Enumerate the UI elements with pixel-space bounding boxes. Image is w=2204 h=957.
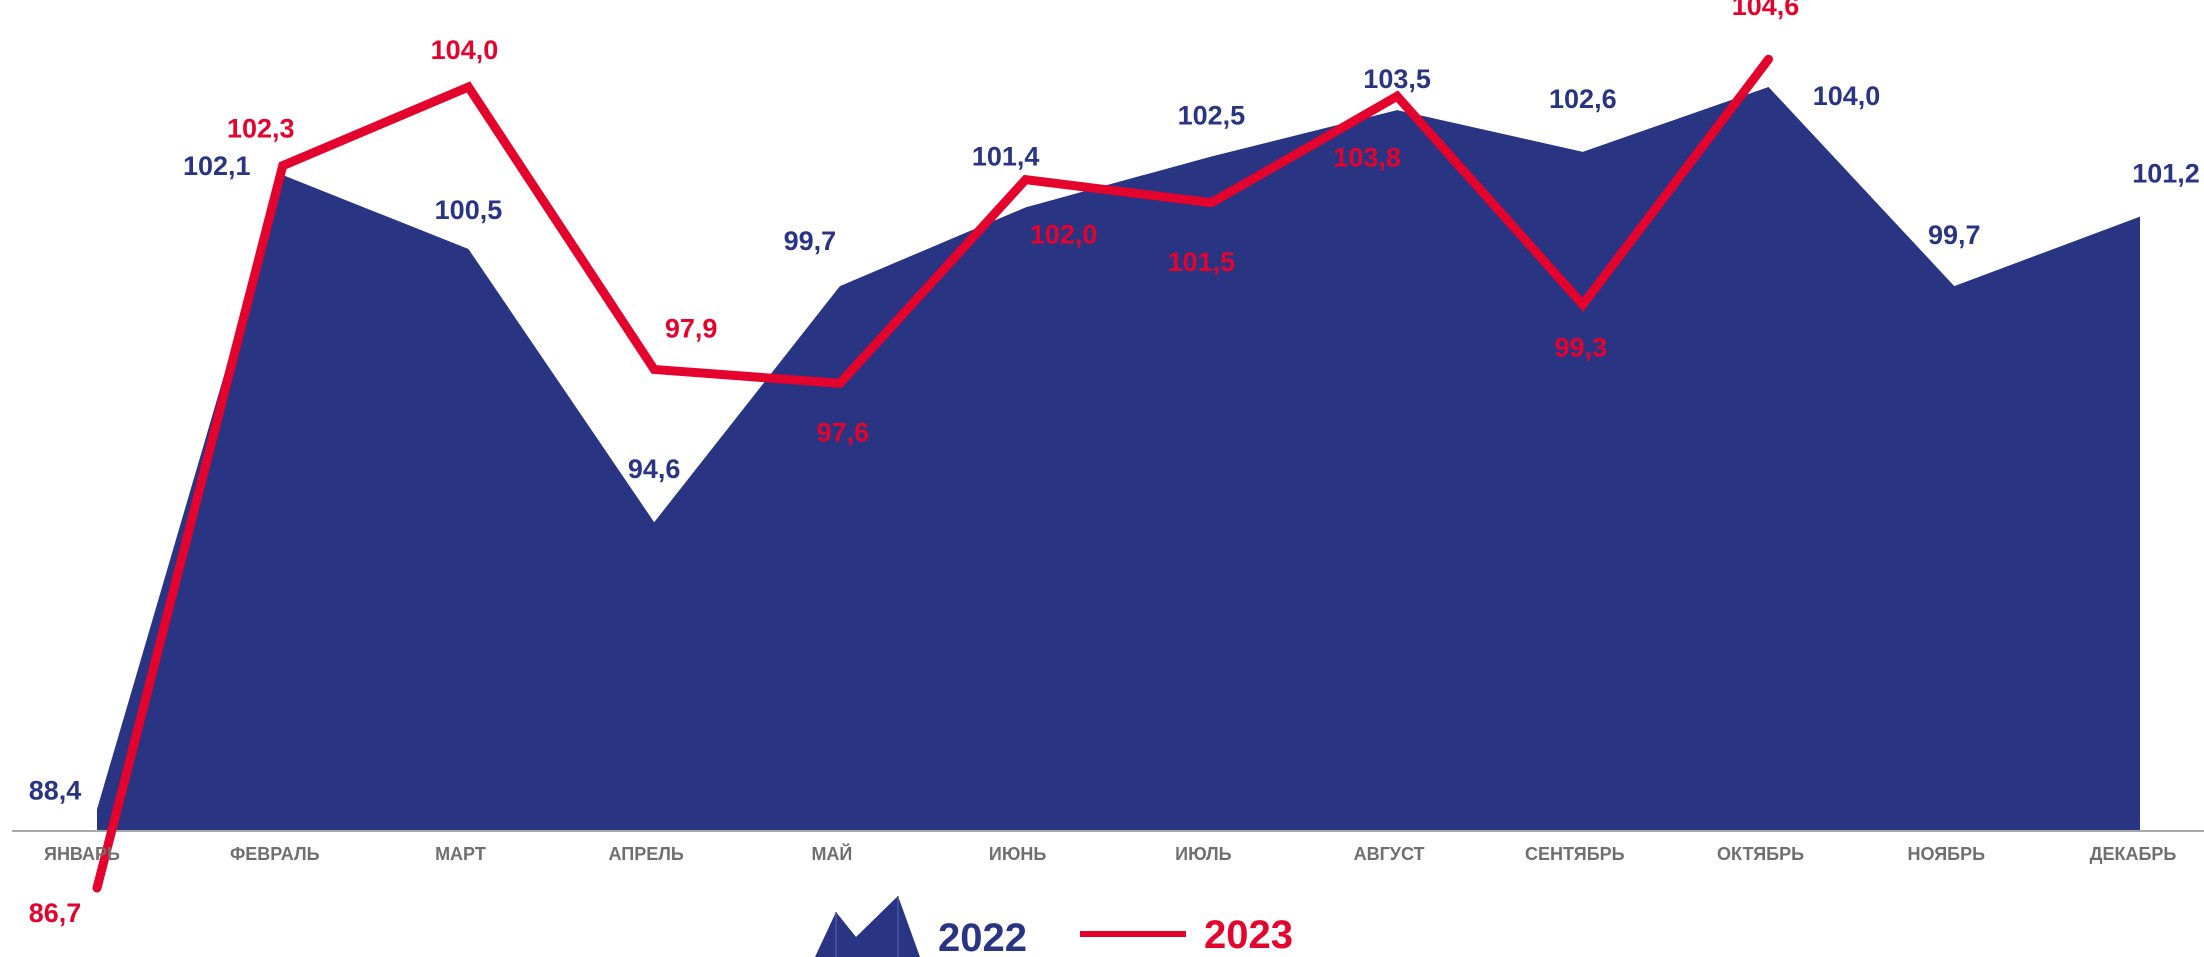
x-tick-label: СЕНТЯБРЬ — [1525, 844, 1625, 864]
data-labels-2022: 88,4 102,1 100,5 94,6 99,7 101,4 102,5 103,5 102… — [29, 64, 2200, 805]
x-tick-label: ФЕВРАЛЬ — [230, 844, 320, 864]
x-tick-label: МАЙ — [811, 843, 852, 864]
legend-label-2022: 2022 — [938, 916, 1027, 957]
data-label-2023: 104,0 — [431, 35, 499, 65]
data-label-2023: 97,9 — [665, 313, 718, 343]
x-tick-label: ЯНВАРЬ — [44, 844, 120, 864]
data-label-2022: 101,4 — [972, 141, 1040, 171]
data-label-2023: 102,3 — [227, 114, 295, 144]
data-label-2023: 104,6 — [1732, 0, 1800, 21]
data-label-2022: 102,6 — [1549, 84, 1617, 114]
series-2023-line — [92, 54, 1774, 893]
data-label-2022: 103,5 — [1363, 64, 1431, 94]
x-tick-label: АВГУСТ — [1354, 844, 1425, 864]
area-swatch-icon — [815, 896, 920, 957]
x-tick-label: МАРТ — [435, 844, 486, 864]
data-label-2022: 101,2 — [2132, 159, 2200, 189]
x-tick-label: ДЕКАБРЬ — [2090, 844, 2177, 864]
x-tick-label: ИЮЛЬ — [1175, 844, 1231, 864]
area-2022 — [97, 87, 2140, 831]
data-label-2022: 94,6 — [628, 454, 681, 484]
data-label-2023: 101,5 — [1168, 247, 1236, 277]
data-label-2022: 102,1 — [183, 151, 251, 181]
line-2023 — [92, 54, 1774, 893]
data-label-2023: 102,0 — [1030, 220, 1098, 250]
legend-label-2023: 2023 — [1204, 913, 1293, 957]
data-label-2023: 97,6 — [817, 417, 870, 447]
data-labels-2023: 86,7 102,3 104,0 97,9 97,6 102,0 101,5 103,8 99,… — [29, 0, 1800, 928]
data-label-2022: 104,0 — [1813, 81, 1881, 111]
legend: 2022 2023 — [815, 896, 1293, 957]
x-axis-ticks: ЯНВАРЬ ФЕВРАЛЬ МАРТ АПРЕЛЬ МАЙ ИЮНЬ ИЮЛЬ АВГУСТ… — [44, 843, 2176, 864]
series-2022-area — [97, 87, 2140, 831]
data-label-2022: 100,5 — [435, 195, 503, 225]
data-label-2023: 103,8 — [1333, 142, 1401, 172]
data-label-2023: 86,7 — [29, 898, 82, 928]
data-label-2022: 99,7 — [784, 226, 837, 256]
legend-item-2022: 2022 — [815, 896, 1027, 957]
x-tick-label: ИЮНЬ — [989, 844, 1046, 864]
x-tick-label: ОКТЯБРЬ — [1717, 844, 1804, 864]
data-label-2023: 99,3 — [1555, 333, 1608, 363]
data-label-2022: 88,4 — [29, 775, 82, 805]
data-label-2022: 102,5 — [1178, 100, 1246, 130]
x-tick-label: НОЯБРЬ — [1907, 844, 1985, 864]
data-label-2022: 99,7 — [1928, 220, 1981, 250]
legend-item-2023: 2023 — [1080, 913, 1293, 957]
x-tick-label: АПРЕЛЬ — [609, 844, 684, 864]
